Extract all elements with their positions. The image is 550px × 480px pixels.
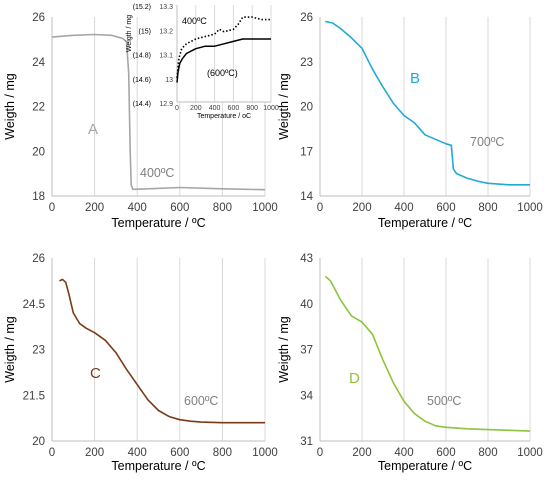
secondary-y-tick-label: (15): [139, 28, 151, 35]
y-axis-title: Weigth / mg: [126, 15, 133, 52]
series-line: [325, 20, 530, 186]
y-tick-label: 23: [300, 57, 313, 69]
secondary-y-tick-label: (14.6): [133, 77, 151, 84]
secondary-y-tick-label: (15.2): [133, 4, 151, 11]
y-tick-label: 24.5: [23, 299, 45, 311]
x-tick-label: 200: [352, 447, 371, 459]
chart-panel-a-inset: 0 200 400 600 800 1000 12.9 13 13.1 13.2 13.3 (14.4…: [126, 4, 279, 120]
temperature-annotation: 600ºC: [184, 394, 218, 408]
y-tick-label: 26: [32, 12, 45, 24]
x-tick-label: 200: [352, 202, 371, 214]
chart-panel-c: 0 200 400 600 800 1000 20 21.5 23 24.5 26 Temperatu…: [3, 253, 278, 473]
x-tick-label: 200: [85, 447, 104, 459]
y-tick-label: 18: [32, 191, 45, 203]
x-tick-label: 400: [209, 105, 221, 112]
x-tick-label: 1000: [252, 447, 278, 459]
x-tick-label: 400: [394, 447, 413, 459]
y-tick-label: 20: [32, 146, 45, 158]
secondary-y-tick-label: (14.8): [133, 53, 151, 60]
x-tick-label: 600: [436, 202, 455, 214]
y-tick-label: 12.9: [159, 101, 173, 108]
y-axis-title: Weigth / mg: [277, 73, 291, 140]
x-axis-title: Temperature / ºC: [378, 459, 472, 473]
panel-label: A: [88, 121, 98, 138]
y-tick-label: 14: [300, 191, 313, 203]
y-tick-label: 13.1: [159, 53, 173, 60]
x-tick-label: 0: [317, 447, 323, 459]
temperature-annotation: 500ºC: [427, 394, 461, 408]
x-tick-label: 800: [246, 105, 258, 112]
panel-label: B: [410, 70, 420, 87]
series-line-dotted: [176, 16, 271, 78]
x-tick-label: 1000: [252, 202, 278, 214]
y-tick-label: 40: [300, 299, 313, 311]
y-tick-label: 13.2: [159, 28, 173, 35]
x-tick-label: 800: [478, 202, 497, 214]
y-tick-label: 31: [300, 436, 313, 448]
y-tick-label: 22: [32, 102, 45, 114]
x-tick-label: 200: [190, 105, 202, 112]
x-tick-label: 1000: [517, 447, 543, 459]
x-tick-label: 0: [49, 202, 55, 214]
x-tick-label: 200: [85, 202, 104, 214]
chart-panel-d: 0 200 400 600 800 1000 31 34 37 40 43 Temperature /…: [277, 253, 543, 473]
y-tick-label: 13.3: [159, 4, 173, 11]
y-tick-label: 37: [300, 345, 313, 357]
y-tick-label: 26: [32, 253, 45, 265]
y-axis-title: Weigth / mg: [3, 316, 17, 383]
y-tick-label: 20: [300, 102, 313, 114]
x-tick-label: 800: [478, 447, 497, 459]
temperature-annotation: 400ºC: [140, 166, 174, 180]
y-tick-label: 23: [32, 345, 45, 357]
x-tick-label: 800: [213, 202, 232, 214]
chart-panel-a: 0 200 400 600 800 1000 18 20 22 24 26 Temperature /…: [3, 12, 278, 230]
x-tick-label: 1000: [263, 105, 279, 112]
x-axis-title: Temperature / ºC: [111, 459, 205, 473]
y-tick-label: 21.5: [23, 390, 45, 402]
x-tick-label: 600: [228, 105, 240, 112]
y-axis-title: Weigth / mg: [277, 316, 291, 383]
x-tick-label: 0: [49, 447, 55, 459]
y-tick-label: 34: [300, 390, 313, 402]
x-axis-title: Temperature / oC: [197, 113, 251, 120]
x-tick-label: 0: [175, 105, 179, 112]
series-label-dotted: 400ºC: [182, 16, 207, 26]
inset-background: [177, 5, 271, 102]
panel-label: C: [90, 365, 101, 382]
y-tick-label: 26: [300, 12, 313, 24]
x-tick-label: 1000: [517, 202, 543, 214]
x-tick-label: 600: [436, 447, 455, 459]
x-tick-label: 600: [170, 447, 189, 459]
chart-panel-b: 0 200 400 600 800 1000 14 17 20 23 26 Temperature /…: [277, 12, 543, 230]
x-tick-label: 600: [170, 202, 189, 214]
series-label-solid: (600ºC): [207, 68, 238, 78]
x-axis-title: Temperature / ºC: [378, 216, 472, 230]
y-tick-label: 24: [32, 57, 45, 69]
y-tick-label: 43: [300, 253, 313, 265]
x-tick-label: 400: [128, 447, 147, 459]
x-tick-label: 400: [394, 202, 413, 214]
series-line: [324, 275, 531, 432]
y-tick-label: 13: [165, 77, 173, 84]
secondary-y-tick-label: (14.4): [133, 101, 151, 108]
x-tick-label: 400: [128, 202, 147, 214]
y-axis-title: Weigth / mg: [3, 73, 17, 140]
y-tick-label: 20: [32, 436, 45, 448]
x-tick-label: 800: [213, 447, 232, 459]
x-tick-label: 0: [317, 202, 323, 214]
series-line: [59, 278, 265, 424]
temperature-annotation: 700ºC: [470, 135, 504, 149]
panel-label: D: [349, 370, 360, 387]
x-axis-title: Temperature / ºC: [111, 216, 205, 230]
series-line-solid: [176, 38, 271, 83]
y-tick-label: 17: [300, 146, 313, 158]
series-line: [51, 33, 266, 191]
